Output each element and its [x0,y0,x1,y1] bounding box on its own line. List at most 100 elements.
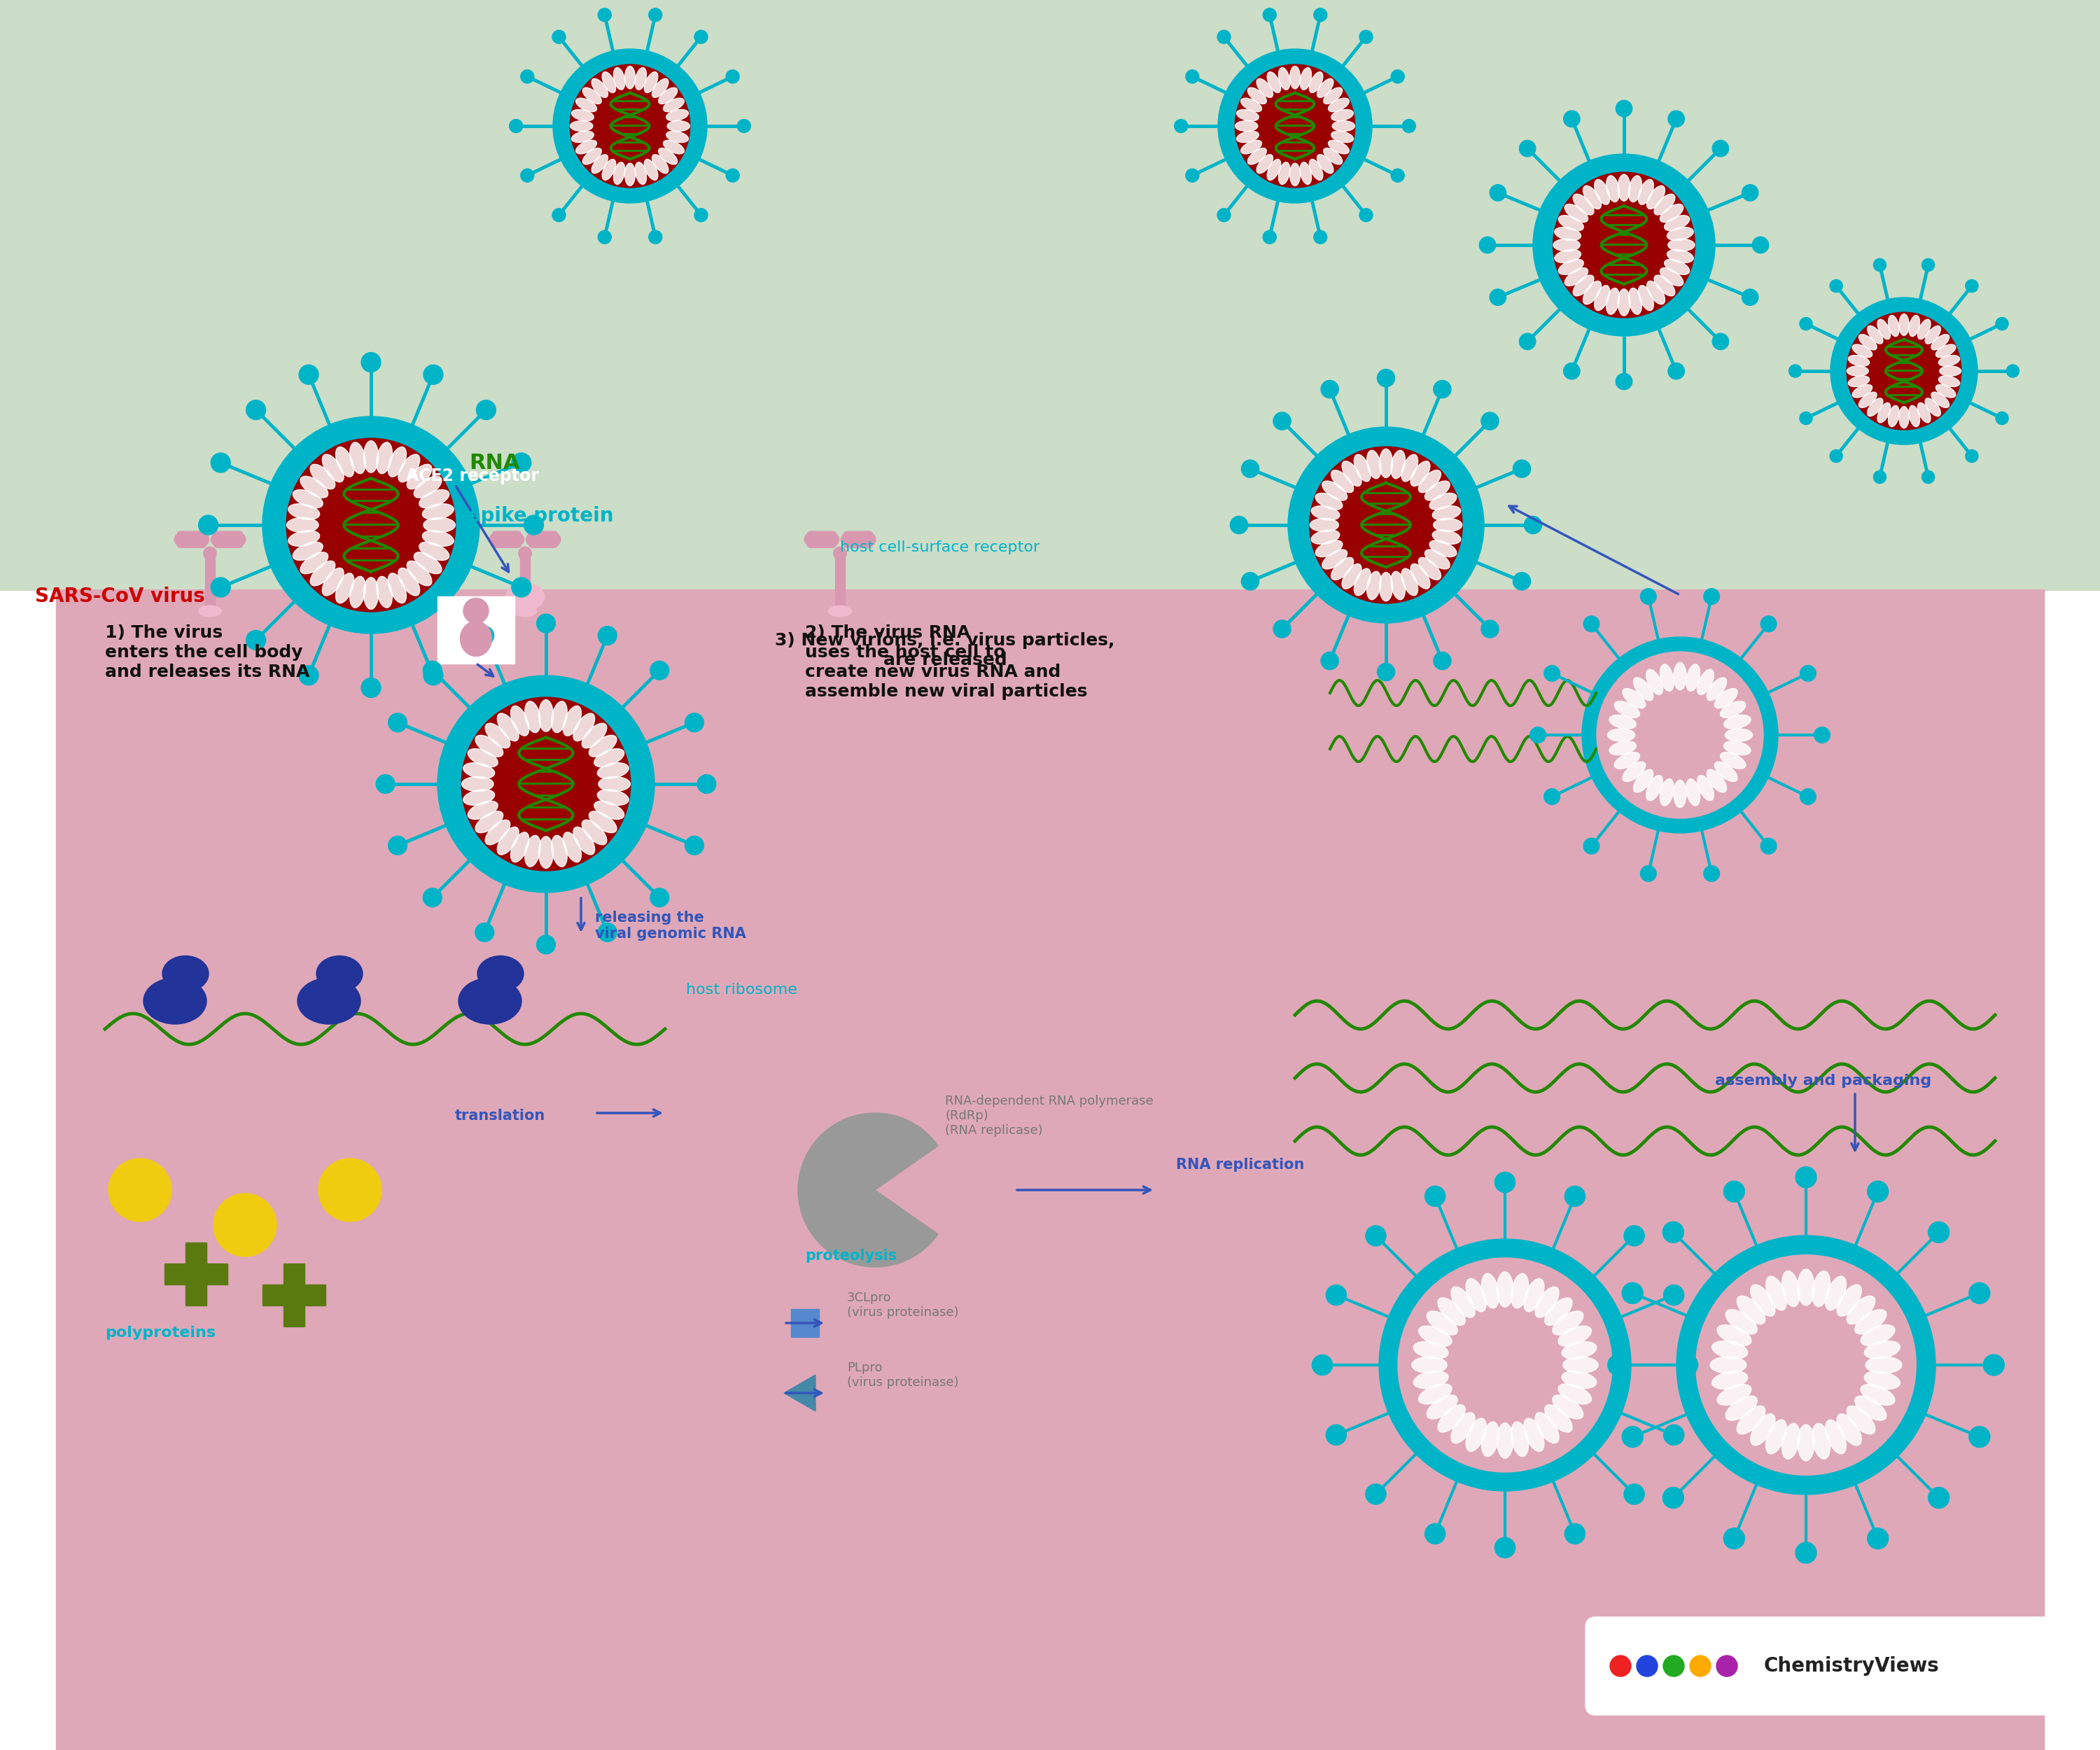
Ellipse shape [624,163,636,186]
Circle shape [298,665,319,686]
Ellipse shape [464,763,496,779]
Ellipse shape [1674,663,1686,690]
Bar [164,1264,227,1284]
Ellipse shape [1854,1396,1886,1421]
Circle shape [1795,1167,1816,1188]
Ellipse shape [462,696,630,872]
Ellipse shape [162,955,208,992]
Ellipse shape [1480,1421,1499,1456]
Ellipse shape [588,812,617,833]
Circle shape [1581,637,1779,833]
Circle shape [1287,427,1485,623]
Ellipse shape [1512,1274,1529,1309]
Circle shape [1663,1488,1684,1508]
Ellipse shape [298,978,361,1024]
Ellipse shape [664,140,685,154]
Text: translation: translation [456,1110,546,1124]
Ellipse shape [407,464,433,488]
Ellipse shape [1665,259,1690,275]
Ellipse shape [1898,313,1909,336]
Ellipse shape [563,705,582,735]
Circle shape [512,453,531,472]
Circle shape [1703,588,1720,604]
Ellipse shape [1279,163,1289,184]
Circle shape [685,714,704,732]
Ellipse shape [1634,677,1653,700]
Ellipse shape [645,159,657,180]
Ellipse shape [1247,149,1266,164]
Ellipse shape [668,121,689,131]
Circle shape [1640,866,1657,882]
Text: RNA replication: RNA replication [1176,1158,1304,1172]
Ellipse shape [582,88,601,103]
Ellipse shape [1837,1414,1861,1446]
Circle shape [376,775,395,793]
Circle shape [527,534,540,546]
Text: ACE2 receptor: ACE2 receptor [405,467,540,485]
Circle shape [1489,289,1506,306]
Ellipse shape [311,464,336,488]
Circle shape [519,548,531,560]
Ellipse shape [1308,72,1323,93]
Ellipse shape [1380,572,1392,602]
Circle shape [1831,298,1978,444]
Ellipse shape [1451,1412,1474,1444]
Ellipse shape [1812,1270,1829,1307]
Text: 2) The virus RNA
uses the host cell to
create new virus RNA and
assemble new vir: 2) The virus RNA uses the host cell to c… [804,625,1088,700]
Ellipse shape [1630,175,1642,201]
Ellipse shape [1342,460,1361,486]
Circle shape [1231,516,1247,534]
Ellipse shape [1861,1384,1894,1405]
Circle shape [1867,1528,1888,1549]
Circle shape [1928,1221,1949,1242]
Ellipse shape [288,518,319,532]
Ellipse shape [1323,550,1348,569]
Ellipse shape [1317,154,1334,173]
Ellipse shape [1726,1309,1758,1334]
Circle shape [1703,866,1720,882]
Circle shape [1921,259,1934,271]
Circle shape [512,578,531,597]
Ellipse shape [1266,159,1281,180]
Ellipse shape [351,576,365,607]
Circle shape [246,401,267,420]
Ellipse shape [1525,1279,1544,1312]
Circle shape [1186,168,1199,182]
Circle shape [1359,208,1373,222]
Circle shape [1518,140,1535,158]
Ellipse shape [582,821,607,845]
Ellipse shape [388,574,405,604]
Circle shape [649,231,662,243]
Ellipse shape [598,777,630,791]
Ellipse shape [510,705,529,735]
Circle shape [834,548,846,560]
Circle shape [475,922,493,941]
Ellipse shape [1720,752,1745,768]
Circle shape [1676,1236,1936,1494]
FancyBboxPatch shape [529,532,559,548]
Ellipse shape [464,789,496,805]
Ellipse shape [197,605,223,616]
Ellipse shape [1926,326,1940,343]
Circle shape [1480,620,1499,637]
Text: 3CLpro
(virus proteinase): 3CLpro (virus proteinase) [846,1292,960,1320]
Text: ChemistryViews: ChemistryViews [1764,1656,1940,1676]
Ellipse shape [1554,227,1581,240]
Ellipse shape [1331,558,1354,579]
Ellipse shape [1623,761,1646,782]
Circle shape [1218,208,1231,222]
Circle shape [1262,231,1277,243]
Ellipse shape [1413,1370,1449,1388]
Circle shape [727,70,739,84]
Ellipse shape [594,802,624,819]
Circle shape [1403,119,1415,133]
Circle shape [464,598,489,623]
Circle shape [1495,1538,1516,1558]
Ellipse shape [317,955,363,992]
Circle shape [1966,450,1978,462]
Ellipse shape [1720,702,1745,718]
FancyBboxPatch shape [491,532,521,548]
Circle shape [538,934,554,954]
Ellipse shape [512,605,538,616]
Text: proteolysis: proteolysis [804,1250,897,1264]
